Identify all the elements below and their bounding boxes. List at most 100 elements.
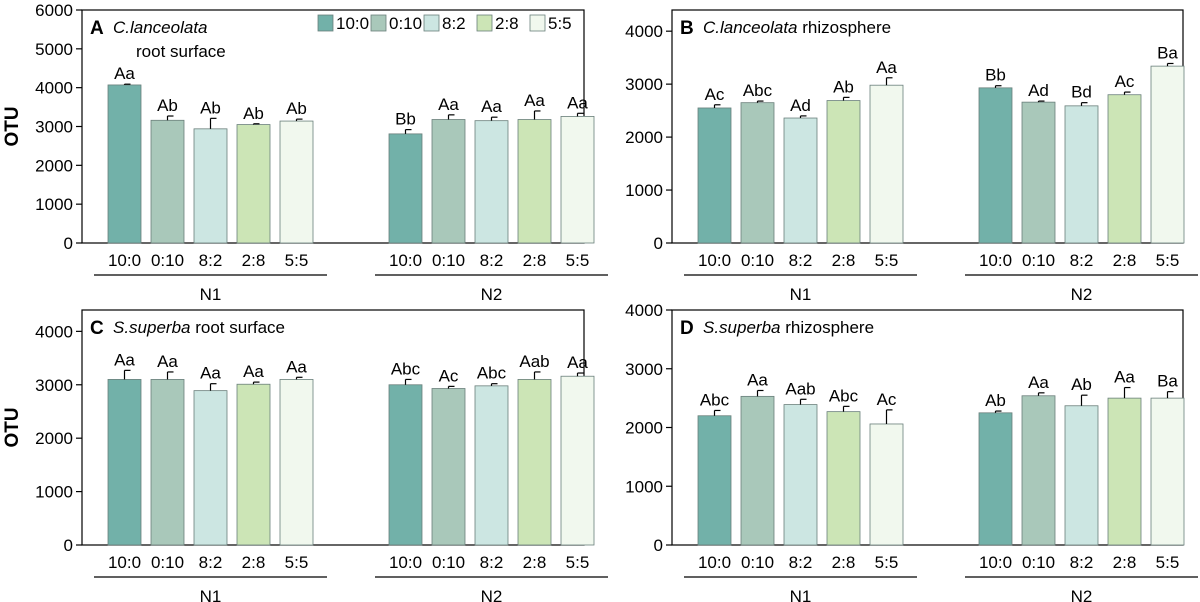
significance-letter: Ab	[985, 391, 1006, 410]
category-label: 8:2	[199, 251, 223, 270]
category-label: 0:10	[151, 251, 184, 270]
bar	[1021, 101, 1056, 244]
bar	[978, 412, 1013, 546]
significance-letter: Aa	[524, 91, 545, 110]
category-label: 5:5	[1156, 251, 1180, 270]
significance-letter: Bb	[985, 66, 1006, 85]
category-label: 2:8	[242, 553, 266, 572]
category-label: 2:8	[832, 251, 856, 270]
significance-letter: Ab	[243, 104, 264, 123]
legend-swatch	[370, 14, 387, 32]
category-label: 5:5	[566, 553, 590, 572]
y-tick-label: 3000	[625, 75, 663, 94]
category-label: 8:2	[1070, 251, 1094, 270]
category-label: 2:8	[242, 251, 266, 270]
significance-letter: Aa	[1028, 373, 1049, 392]
y-tick-label: 2000	[35, 156, 73, 175]
significance-letter: Abc	[477, 364, 507, 383]
significance-letter: Aa	[157, 352, 178, 371]
significance-letter: Aab	[785, 379, 815, 398]
y-tick-label: 2000	[625, 128, 663, 147]
bar	[150, 379, 185, 546]
y-tick-label: 3000	[35, 118, 73, 137]
bar	[107, 84, 142, 244]
significance-letter: Ab	[157, 96, 178, 115]
bar	[1021, 395, 1056, 546]
significance-letter: Ab	[1071, 375, 1092, 394]
significance-letter: Aab	[519, 352, 549, 371]
panel-title: C.lanceolata	[113, 18, 208, 37]
significance-letter: Abc	[743, 81, 773, 100]
bar	[783, 404, 818, 546]
panel-title-italic: C.lanceolata	[113, 18, 208, 37]
legend-swatch	[317, 14, 334, 32]
bar	[1150, 65, 1185, 244]
legend-swatch	[423, 14, 440, 32]
significance-letter: Aa	[567, 93, 588, 112]
significance-letter: Aa	[286, 357, 307, 376]
bar	[697, 107, 732, 244]
significance-letter: Ac	[705, 85, 725, 104]
category-label: 0:10	[151, 553, 184, 572]
bar	[279, 120, 314, 244]
y-tick-label: 0	[64, 234, 73, 253]
y-axis-label: OTU	[2, 407, 23, 447]
significance-letter: Bb	[395, 110, 416, 129]
category-label: 8:2	[1070, 553, 1094, 572]
bar	[560, 116, 595, 244]
y-tick-label: 0	[654, 536, 663, 555]
panel-title-italic: S.superba	[703, 318, 781, 337]
y-tick-label: 0	[654, 234, 663, 253]
category-label: 10:0	[979, 251, 1012, 270]
significance-letter: Abc	[700, 390, 730, 409]
panel-title-rest: rhizosphere	[798, 18, 892, 37]
significance-letter: Bd	[1071, 83, 1092, 102]
significance-letter: Ab	[200, 98, 221, 117]
significance-letter: Ac	[1115, 72, 1135, 91]
y-tick-label: 4000	[35, 322, 73, 341]
y-tick-label: 4000	[625, 22, 663, 41]
category-label: 10:0	[389, 553, 422, 572]
category-label: 2:8	[523, 251, 547, 270]
bar	[826, 411, 861, 546]
bar	[783, 117, 818, 244]
group-label: N1	[790, 587, 812, 602]
y-tick-label: 5000	[35, 40, 73, 59]
category-label: 5:5	[285, 553, 309, 572]
legend-label: 10:0	[336, 14, 369, 33]
bar	[1107, 397, 1142, 546]
panel-c: 0 1000 2000 3000 4000 OTU C S.superba root surf…	[2, 309, 608, 602]
category-label: 0:10	[741, 553, 774, 572]
legend: 10:0 0:10 8:2 2:8 5:5	[317, 14, 572, 33]
panel-title-italic: C.lanceolata	[703, 18, 798, 37]
category-label: 8:2	[480, 553, 504, 572]
category-label: 2:8	[1113, 251, 1137, 270]
significance-letter: Aa	[481, 97, 502, 116]
panel-letter: D	[680, 318, 694, 339]
y-tick-label: 6000	[35, 1, 73, 20]
significance-letter: Aa	[438, 95, 459, 114]
bar	[869, 423, 904, 546]
significance-letter: Aa	[876, 58, 897, 77]
bar	[193, 390, 228, 546]
bar	[1064, 405, 1099, 546]
bar	[236, 124, 271, 244]
legend-label: 2:8	[495, 14, 519, 33]
category-label: 2:8	[523, 553, 547, 572]
significance-letter: Aa	[567, 353, 588, 372]
y-tick-label: 0	[64, 536, 73, 555]
significance-letter: Aa	[243, 362, 264, 381]
category-label: 0:10	[1022, 553, 1055, 572]
panel-title-line2: root surface	[136, 42, 226, 61]
category-label: 10:0	[979, 553, 1012, 572]
significance-letter: Aa	[1114, 368, 1135, 387]
bar	[388, 384, 423, 546]
y-tick-label: 1000	[35, 195, 73, 214]
y-axis-label: OTU	[2, 106, 23, 146]
category-label: 0:10	[1022, 251, 1055, 270]
legend-label: 8:2	[442, 14, 466, 33]
group-label: N2	[481, 587, 503, 602]
category-label: 10:0	[108, 251, 141, 270]
y-tick-label: 1000	[625, 181, 663, 200]
